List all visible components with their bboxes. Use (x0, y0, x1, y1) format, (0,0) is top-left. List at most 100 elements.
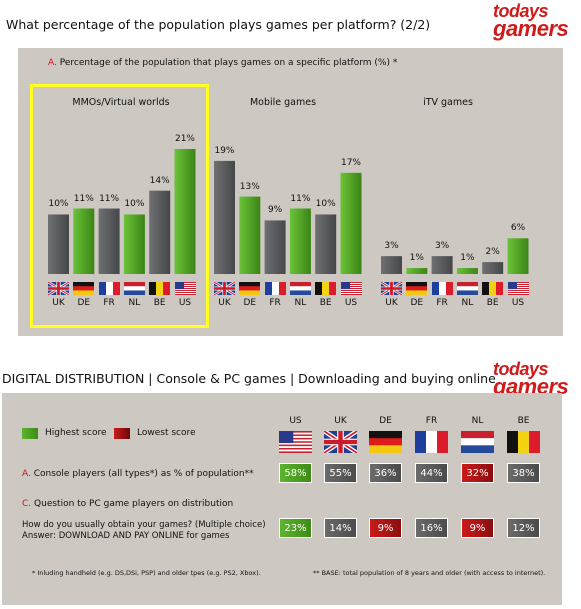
category-label: UK (52, 298, 65, 308)
bar-value-label: 13% (239, 181, 260, 192)
flag-nl-icon (123, 282, 145, 295)
bar-mmos-fr (98, 208, 120, 274)
flag-uk-icon (47, 280, 70, 297)
row-c-letter: C. (22, 499, 32, 509)
row-c-text: Question to PC game players on distribut… (34, 499, 234, 509)
category-label: BE (319, 298, 332, 308)
country-flag (507, 431, 540, 457)
flag-wrapper (456, 280, 478, 299)
todaysgamers-logo: todays gamers (493, 1, 569, 42)
bar-value-label: 19% (214, 145, 235, 156)
bar-itv-fr (431, 256, 453, 274)
todaysgamers-logo-2: todays gamers (493, 360, 569, 400)
flag-wrapper (98, 280, 120, 299)
bar-mobile-fr (264, 220, 286, 274)
bar-value-label: 17% (340, 157, 361, 168)
row-a-text: Console players (all types*) as % of pop… (33, 469, 254, 479)
flag-nl-icon (461, 431, 494, 453)
flag-be-icon (482, 282, 504, 295)
bar-itv-us (507, 238, 529, 274)
category-label: NL (294, 298, 307, 308)
section-title: DIGITAL DISTRIBUTION | Console & PC game… (2, 371, 496, 386)
bar-value-label: 10% (315, 199, 336, 210)
country-flag (369, 431, 402, 457)
category-label: US (344, 298, 358, 308)
flag-be-icon (149, 282, 171, 295)
category-label: FR (103, 298, 115, 308)
category-label: UK (385, 298, 398, 308)
bar-value-label: 2% (485, 247, 500, 258)
logo-line2: gamers (493, 16, 569, 42)
country-header-nl: NL (471, 416, 484, 426)
flag-wrapper (47, 280, 70, 299)
row-c-answer: Answer: DOWNLOAD AND PAY ONLINE for game… (22, 531, 230, 541)
row-c-value-nl: 9% (461, 518, 494, 538)
row-c-value-us: 23% (279, 518, 312, 538)
category-label: FR (436, 298, 448, 308)
highlight-box (30, 84, 209, 328)
flag-us-icon (174, 282, 196, 295)
flag-wrapper (123, 280, 145, 299)
row-c-label: C. Question to PC game players on distri… (22, 499, 233, 509)
category-label: DE (77, 298, 91, 308)
bar-value-label: 21% (174, 134, 195, 144)
category-label: US (178, 298, 192, 308)
chart-subtitle: A. Percentage of the population that pla… (48, 58, 397, 68)
table-panel (2, 393, 562, 605)
flag-wrapper (507, 280, 529, 299)
bar-mmos-us (174, 149, 196, 274)
row-c-value-uk: 14% (324, 518, 357, 538)
bar-value-label: 10% (48, 199, 69, 210)
row-c-question: How do you usually obtain your games? (M… (22, 520, 266, 530)
bar-mobile-us (340, 172, 362, 274)
bar-value-label: 6% (510, 223, 526, 234)
row-a-value-de: 36% (369, 463, 402, 483)
bar-value-label: 11% (99, 193, 120, 204)
row-a-value-fr: 44% (415, 463, 448, 483)
country-flag (322, 429, 359, 457)
flag-fr-icon (98, 282, 120, 295)
category-label: US (511, 298, 525, 308)
row-c-value-de: 9% (369, 518, 402, 538)
flag-wrapper (380, 280, 403, 299)
flag-de-icon (73, 282, 95, 295)
row-a-value-us: 58% (279, 463, 312, 483)
flag-wrapper (431, 280, 453, 299)
category-label: NL (461, 298, 474, 308)
flag-be-icon (507, 431, 540, 453)
bar-mobile-uk (214, 160, 235, 274)
bar-value-label: 1% (409, 253, 424, 264)
country-header-uk: UK (334, 416, 347, 426)
logo-line2: gamers (493, 374, 569, 400)
row-a-value-uk: 55% (324, 463, 357, 483)
category-label: FR (269, 298, 281, 308)
bar-mmos-de (73, 208, 95, 274)
bar-mobile-be (315, 214, 337, 274)
group-label-mmo: MMOs/Virtual worlds (72, 97, 170, 108)
bar-value-label: 14% (149, 175, 170, 186)
legend-high-swatch (22, 428, 38, 439)
flag-wrapper (264, 280, 286, 299)
category-label: DE (243, 298, 257, 308)
country-header-be: BE (517, 416, 530, 426)
group-label-itv: iTV games (423, 97, 473, 108)
country-header-fr: FR (425, 416, 438, 426)
flag-wrapper (213, 280, 236, 299)
flag-wrapper (174, 280, 196, 299)
flag-nl-icon (456, 282, 478, 295)
country-flag (279, 431, 312, 457)
flag-de-icon (239, 282, 261, 295)
flag-de-icon (369, 431, 402, 453)
flag-uk-icon (380, 280, 403, 297)
bar-mobile-de (239, 196, 261, 274)
flag-us-icon (279, 431, 312, 453)
flag-uk-icon (322, 429, 359, 455)
country-flag (461, 431, 494, 457)
bar-mmos-uk (48, 214, 69, 274)
bar-mmos-nl (123, 214, 145, 274)
country-flag (415, 431, 448, 457)
bar-itv-de (406, 268, 428, 274)
logo-line1: todays (493, 1, 549, 21)
flag-wrapper (239, 280, 261, 299)
legend-low-swatch (114, 428, 130, 439)
